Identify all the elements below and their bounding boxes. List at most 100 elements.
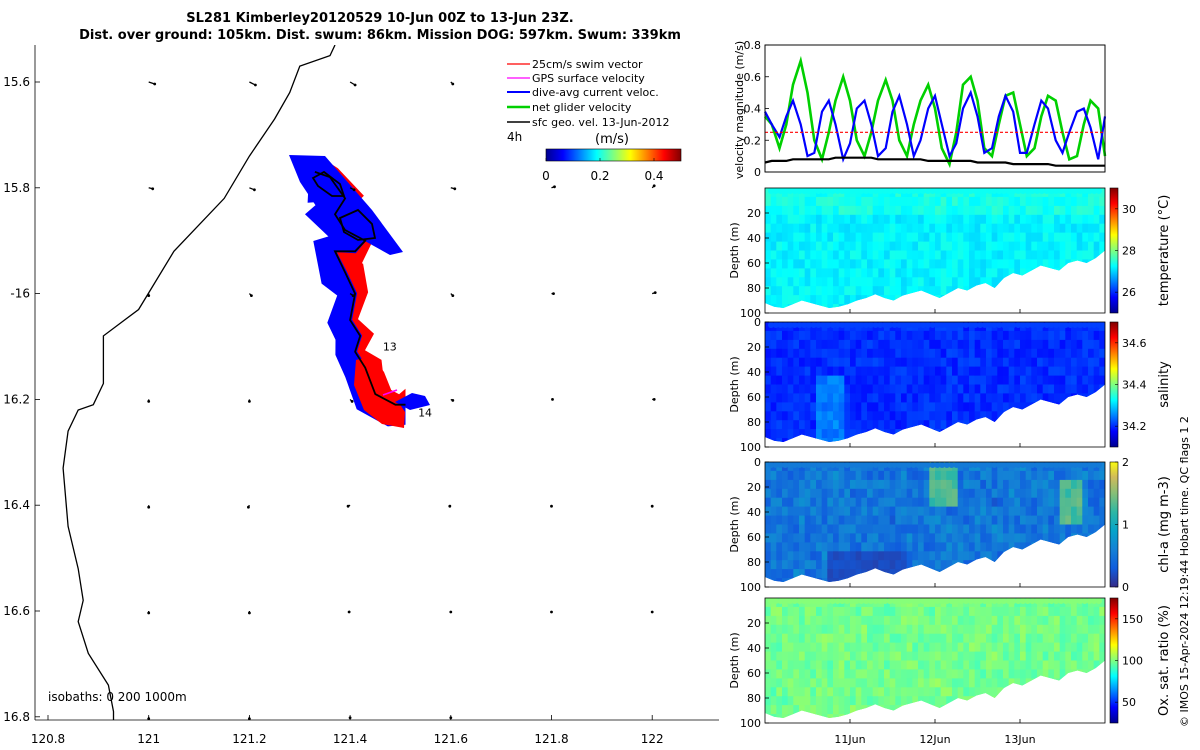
section-cell <box>770 277 777 287</box>
section-cell <box>770 393 777 403</box>
section-cell <box>867 606 874 617</box>
section-cell <box>1065 205 1072 216</box>
section-cell <box>940 268 947 278</box>
section-cell <box>861 339 868 350</box>
section-cell <box>884 232 891 243</box>
section-cell <box>872 488 879 499</box>
section-cell <box>918 470 925 481</box>
section-cell <box>1048 506 1055 517</box>
section-cell <box>912 479 919 490</box>
section-surface-dot <box>996 322 1003 328</box>
section-cell <box>923 259 930 269</box>
section-cell <box>855 506 862 517</box>
coastline <box>62 45 336 720</box>
section-cell <box>867 384 874 394</box>
section-cell <box>991 642 998 653</box>
section-cell <box>946 551 953 561</box>
colorbar-tick-label: 2 <box>1122 456 1129 469</box>
section-cell <box>963 633 970 644</box>
section-cell <box>1020 232 1027 243</box>
section-cell <box>816 633 823 644</box>
section-cell <box>1014 633 1021 644</box>
section-cell <box>850 366 857 377</box>
section-cell <box>923 420 930 430</box>
section-surface-dot <box>1053 462 1060 468</box>
section-cell <box>974 277 981 287</box>
section-cell <box>963 497 970 508</box>
section-cell <box>889 259 896 269</box>
section-surface-dot <box>1010 462 1017 468</box>
section-cell <box>765 488 772 499</box>
section-cell <box>793 560 800 570</box>
section-cell <box>770 366 777 377</box>
section-cell <box>969 624 976 635</box>
section-cell <box>770 268 777 278</box>
section-field <box>765 188 1105 308</box>
section-cell <box>810 348 817 359</box>
section-cell <box>1088 366 1095 377</box>
section-cell <box>821 696 828 706</box>
colorbar-tick-label: 50 <box>1122 696 1136 709</box>
section-surface-dot <box>991 462 998 468</box>
section-cell <box>1054 259 1061 269</box>
section-cell <box>770 678 777 688</box>
section-cell <box>935 606 942 617</box>
section-cell <box>855 366 862 377</box>
section-cell <box>901 615 908 626</box>
section-cell <box>833 660 840 670</box>
section-cell <box>793 606 800 617</box>
section-cell <box>833 533 840 543</box>
section-cell <box>855 569 862 579</box>
section-cell <box>935 633 942 644</box>
section-cell <box>923 678 930 688</box>
section-cell <box>821 506 828 517</box>
section-cell <box>1059 642 1066 653</box>
section-surface-dot <box>972 188 979 194</box>
section-cell <box>782 348 789 359</box>
section-cell <box>940 232 947 243</box>
isobaths-label: isobaths: 0 200 1000m <box>48 690 187 704</box>
section-cell <box>940 687 947 697</box>
section-cell <box>844 375 851 386</box>
section-cell <box>895 214 902 225</box>
geo-vector-head <box>351 294 355 297</box>
section-cell <box>787 660 794 670</box>
section-cell <box>884 286 891 296</box>
section-cell <box>1025 615 1032 626</box>
section-cell <box>810 615 817 626</box>
section-cell <box>878 687 885 697</box>
section-cell <box>782 515 789 526</box>
section-cell <box>1008 651 1015 662</box>
section-cell <box>833 651 840 662</box>
section-cell <box>912 259 919 269</box>
section-cell <box>1059 339 1066 350</box>
section-cell <box>980 348 987 359</box>
section-cell <box>901 232 908 243</box>
section-ytick-label: 0 <box>754 316 761 329</box>
section-cell <box>1065 250 1072 260</box>
section-cell <box>878 250 885 260</box>
section-cell <box>872 678 879 688</box>
section-surface-dot <box>972 322 979 328</box>
section-surface-dot <box>834 598 841 604</box>
section-cell <box>776 214 783 225</box>
section-cell <box>957 232 964 243</box>
section-cell <box>1025 606 1032 617</box>
section-cell <box>878 651 885 662</box>
section-cell <box>804 241 811 252</box>
section-cell <box>861 560 868 570</box>
section-cell <box>765 295 772 305</box>
section-cell <box>776 642 783 653</box>
section-cell <box>974 268 981 278</box>
section-cell <box>804 250 811 260</box>
section-cell <box>1003 348 1010 359</box>
section-cell <box>1008 402 1015 412</box>
section-cell <box>963 384 970 394</box>
section-cell <box>799 411 806 421</box>
section-cell <box>1025 393 1032 403</box>
section-cell <box>940 420 947 430</box>
section-cell <box>935 250 942 260</box>
section-cell <box>855 241 862 252</box>
section-cell <box>782 606 789 617</box>
section-cell <box>1031 515 1038 526</box>
